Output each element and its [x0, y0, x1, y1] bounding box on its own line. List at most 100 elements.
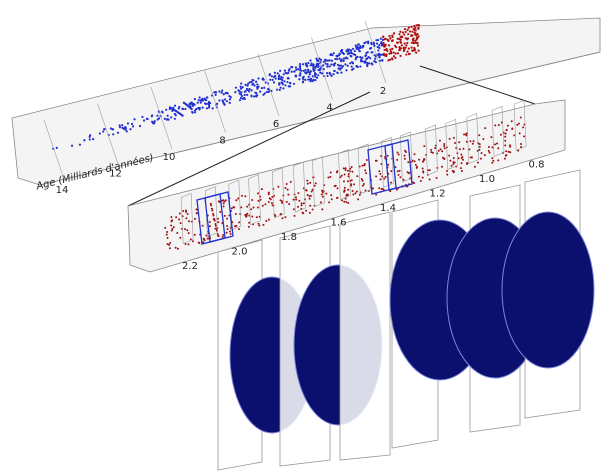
point [295, 199, 297, 201]
point [399, 176, 401, 178]
point [406, 42, 408, 44]
point [355, 65, 357, 67]
point [454, 142, 456, 144]
point [229, 231, 231, 233]
point [244, 84, 246, 86]
point [124, 128, 126, 130]
point [361, 57, 363, 59]
point [246, 94, 248, 96]
point [298, 74, 300, 76]
point [326, 72, 328, 74]
point [287, 194, 289, 196]
point [309, 59, 311, 61]
point [307, 78, 309, 80]
point [389, 37, 391, 39]
point [307, 71, 309, 73]
point [314, 79, 316, 81]
point [340, 50, 342, 52]
point [255, 95, 257, 97]
point [399, 31, 401, 33]
point [442, 157, 444, 159]
point [317, 63, 319, 65]
point [420, 180, 422, 182]
point [307, 69, 309, 71]
point [345, 69, 347, 71]
point [344, 190, 346, 192]
point [240, 91, 242, 93]
point [511, 128, 513, 130]
point [295, 196, 297, 198]
point [191, 103, 193, 105]
point [282, 87, 284, 89]
point [197, 102, 199, 104]
point [92, 138, 94, 140]
point [458, 141, 460, 143]
point [351, 65, 353, 67]
point [180, 222, 182, 224]
point [141, 116, 143, 118]
point [240, 206, 242, 208]
point [439, 140, 441, 142]
point [211, 209, 213, 211]
point [356, 56, 358, 58]
point [262, 94, 264, 96]
point [378, 56, 380, 58]
point [413, 25, 415, 27]
point [390, 182, 392, 184]
point [351, 171, 353, 173]
point [423, 159, 425, 161]
point [400, 42, 402, 44]
point [269, 79, 271, 81]
point [121, 124, 123, 126]
point [277, 186, 279, 188]
point [177, 248, 179, 250]
point [235, 199, 237, 201]
point [256, 83, 258, 85]
point [403, 47, 405, 49]
point [494, 124, 496, 126]
point [323, 68, 325, 70]
point [494, 143, 496, 145]
point [222, 199, 224, 201]
point [440, 148, 442, 150]
point [223, 205, 225, 207]
point [383, 178, 385, 180]
point [338, 53, 340, 55]
point [326, 75, 328, 77]
point [223, 93, 225, 95]
point [253, 207, 255, 209]
point [207, 103, 209, 105]
point [265, 220, 267, 222]
point [221, 89, 223, 91]
point [302, 81, 304, 83]
point [347, 202, 349, 204]
point [189, 103, 191, 105]
point [398, 154, 400, 156]
point [232, 206, 234, 208]
point [266, 91, 268, 93]
point [212, 213, 214, 215]
point [284, 84, 286, 86]
point [415, 42, 417, 44]
point [364, 163, 366, 165]
point [522, 126, 524, 128]
point [492, 160, 494, 162]
point [209, 225, 211, 227]
point [209, 221, 211, 223]
point [288, 85, 290, 87]
point [310, 62, 312, 64]
point [343, 57, 345, 59]
point [263, 87, 265, 89]
point [352, 193, 354, 195]
point [278, 78, 280, 80]
point [223, 202, 225, 204]
point [374, 58, 376, 60]
point [201, 98, 203, 100]
point [497, 147, 499, 149]
point [350, 49, 352, 51]
point [179, 237, 181, 239]
point [336, 58, 338, 60]
point [248, 88, 250, 90]
point [422, 168, 424, 170]
point [213, 215, 215, 217]
